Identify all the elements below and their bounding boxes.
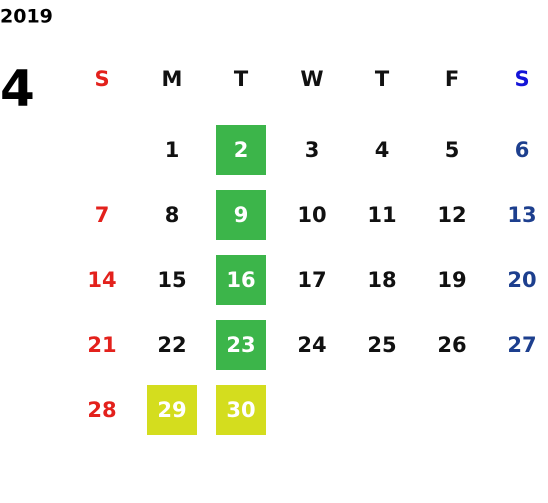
day: 18 — [367, 268, 396, 292]
day: 13 — [507, 203, 536, 227]
day: 27 — [507, 333, 536, 357]
day: 1 — [165, 138, 180, 162]
day-highlight — [216, 125, 266, 175]
weekday: T — [234, 67, 249, 91]
weekday: S — [514, 67, 529, 91]
day: 14 — [87, 268, 116, 292]
day: 24 — [297, 333, 326, 357]
day: 30 — [226, 398, 255, 422]
day: 19 — [437, 268, 466, 292]
day-highlight — [216, 190, 266, 240]
day: 4 — [375, 138, 390, 162]
day: 9 — [234, 203, 249, 227]
day: 22 — [157, 333, 186, 357]
day: 15 — [157, 268, 186, 292]
day: 2 — [234, 138, 249, 162]
day: 17 — [297, 268, 326, 292]
day: 29 — [157, 398, 186, 422]
day-highlight — [147, 385, 197, 435]
weekday: T — [375, 67, 390, 91]
day: 16 — [226, 268, 255, 292]
day: 5 — [445, 138, 460, 162]
day: 23 — [226, 333, 255, 357]
weekday: W — [300, 67, 323, 91]
day: 21 — [87, 333, 116, 357]
weekday: M — [162, 67, 183, 91]
month: 4 — [0, 60, 35, 118]
year: 2019 — [0, 6, 53, 28]
day: 3 — [305, 138, 320, 162]
day: 26 — [437, 333, 466, 357]
day: 25 — [367, 333, 396, 357]
day: 28 — [87, 398, 116, 422]
day: 10 — [297, 203, 326, 227]
day: 8 — [165, 203, 180, 227]
day: 11 — [367, 203, 396, 227]
day-highlight — [216, 385, 266, 435]
day-highlight — [216, 255, 266, 305]
day: 20 — [507, 268, 536, 292]
day: 12 — [437, 203, 466, 227]
weekday: F — [445, 67, 459, 91]
day-highlight — [216, 320, 266, 370]
day: 6 — [515, 138, 530, 162]
day: 7 — [95, 203, 110, 227]
weekday: S — [94, 67, 109, 91]
